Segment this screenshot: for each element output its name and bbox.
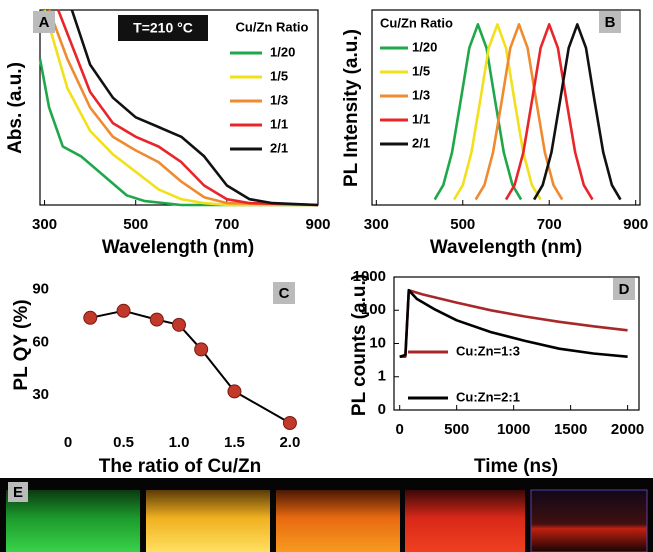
x-tick-label: 1.0 [169, 434, 190, 451]
legend-label: Cu:Zn=1:3 [456, 343, 520, 358]
legend-label: 2/1 [270, 140, 288, 155]
x-tick-label: 900 [305, 216, 330, 233]
data-point [83, 310, 98, 325]
x-axis-title: Wavelength (nm) [430, 237, 582, 258]
x-tick-label: 1500 [554, 421, 587, 438]
panel-label: E [13, 484, 23, 501]
panel-label: D [619, 281, 630, 298]
plot-frame [371, 9, 641, 206]
x-tick-label: 0.5 [113, 434, 134, 451]
x-tick-label: 700 [537, 216, 562, 233]
data-point [227, 384, 242, 399]
panel-label: C [279, 285, 290, 302]
vial [530, 489, 648, 552]
x-tick-label: 500 [123, 216, 148, 233]
vial [405, 490, 525, 552]
x-tick-label: 2000 [611, 421, 644, 438]
y-tick-label: 1 [378, 368, 386, 385]
panel-label-box [613, 278, 635, 300]
series-line [532, 23, 622, 201]
y-axis-title: Abs. (a.u.) [5, 62, 26, 154]
y-tick-label: 90 [32, 281, 49, 298]
vial [6, 490, 140, 552]
x-tick-label: 500 [450, 216, 475, 233]
chart-panel: 300 500 700 900 Wavelength (nm) Abs. (a.u.) 1/… [5, 9, 331, 258]
legend-label: 1/1 [412, 111, 430, 126]
legend-label: Cu:Zn=2:1 [456, 389, 520, 404]
series-line [90, 309, 291, 424]
y-axis-title: PL QY (%) [11, 299, 32, 390]
legend-label: 1/20 [412, 39, 437, 54]
panel-label-box [33, 11, 55, 33]
x-tick-label: 300 [32, 216, 57, 233]
data-point [149, 312, 164, 327]
x-tick-label: 0 [396, 421, 404, 438]
panel-label-box [599, 11, 621, 33]
series-line [70, 9, 319, 207]
panel-label-box [273, 282, 295, 304]
legend-label: 1/5 [270, 68, 288, 83]
series-line [56, 9, 319, 207]
legend-label: 1/3 [412, 87, 430, 102]
panel-label: A [39, 14, 50, 31]
data-point [172, 317, 186, 332]
legend-label: 1/20 [270, 44, 295, 59]
y-axis-title: PL counts (a.u.) [349, 274, 370, 416]
y-axis-title: PL Intensity (a.u.) [341, 29, 362, 187]
legend-label: 1/3 [270, 92, 288, 107]
y-tick-label: 30 [32, 386, 49, 403]
x-tick-label: 700 [214, 216, 239, 233]
y-tick-label: 100 [361, 301, 386, 318]
annotation-box [118, 15, 208, 41]
legend-title: Cu/Zn Ratio [236, 19, 309, 34]
chart-panel: 0 0.5 1.0 1.5 2.0 30 60 90 The ratio of Cu/Zn PL … [11, 281, 300, 477]
series-line [47, 9, 319, 207]
data-point [116, 303, 131, 318]
legend-label: 1/1 [270, 116, 288, 131]
series-line [43, 9, 318, 207]
x-tick-label: 500 [444, 421, 469, 438]
legend-title: Cu/Zn Ratio [380, 15, 453, 30]
vial [146, 490, 270, 552]
legend-label: 1/5 [412, 63, 430, 78]
x-axis-title: The ratio of Cu/Zn [99, 456, 262, 477]
x-tick-label: 900 [623, 216, 648, 233]
panel-label: B [605, 14, 616, 31]
data-point [194, 342, 209, 357]
x-tick-label: 1000 [497, 421, 530, 438]
data-point [282, 415, 297, 430]
x-axis-title: Time (ns) [474, 456, 558, 477]
y-tick-label: 1000 [353, 268, 386, 285]
series-line [452, 23, 542, 201]
series-line [433, 23, 523, 201]
panel-label-box [8, 482, 28, 502]
y-tick-label: 10 [369, 334, 386, 351]
photo-panel: E [0, 478, 653, 552]
chart-panel: 300 500 700 900 Wavelength (nm) PL Intensity … [341, 9, 648, 258]
y-tick-label: 60 [32, 333, 49, 350]
series-line [38, 58, 318, 207]
x-tick-label: 300 [364, 216, 389, 233]
annotation: T=210 °C [133, 20, 193, 36]
x-axis-title: Wavelength (nm) [102, 237, 254, 258]
y-tick-label: 0 [378, 401, 386, 418]
series-line [399, 288, 628, 358]
x-tick-label: 0 [64, 434, 72, 451]
x-tick-label: 1.5 [224, 434, 245, 451]
series-line [504, 23, 594, 201]
legend-label: 2/1 [412, 135, 430, 150]
chart-panel: 0 500 1000 1500 2000 0 1 10 100 1000 Time (ns) PL c… [349, 268, 644, 477]
vial [276, 490, 400, 552]
x-tick-label: 2.0 [279, 434, 300, 451]
